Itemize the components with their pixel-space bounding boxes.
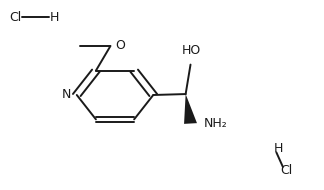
Text: Cl: Cl (280, 165, 293, 177)
Polygon shape (184, 94, 197, 124)
Text: O: O (115, 40, 125, 52)
Text: NH₂: NH₂ (204, 117, 228, 130)
Text: H: H (50, 11, 60, 24)
Text: H: H (274, 142, 283, 155)
Text: HO: HO (182, 44, 201, 57)
Text: Cl: Cl (10, 11, 22, 24)
Text: N: N (62, 89, 72, 101)
